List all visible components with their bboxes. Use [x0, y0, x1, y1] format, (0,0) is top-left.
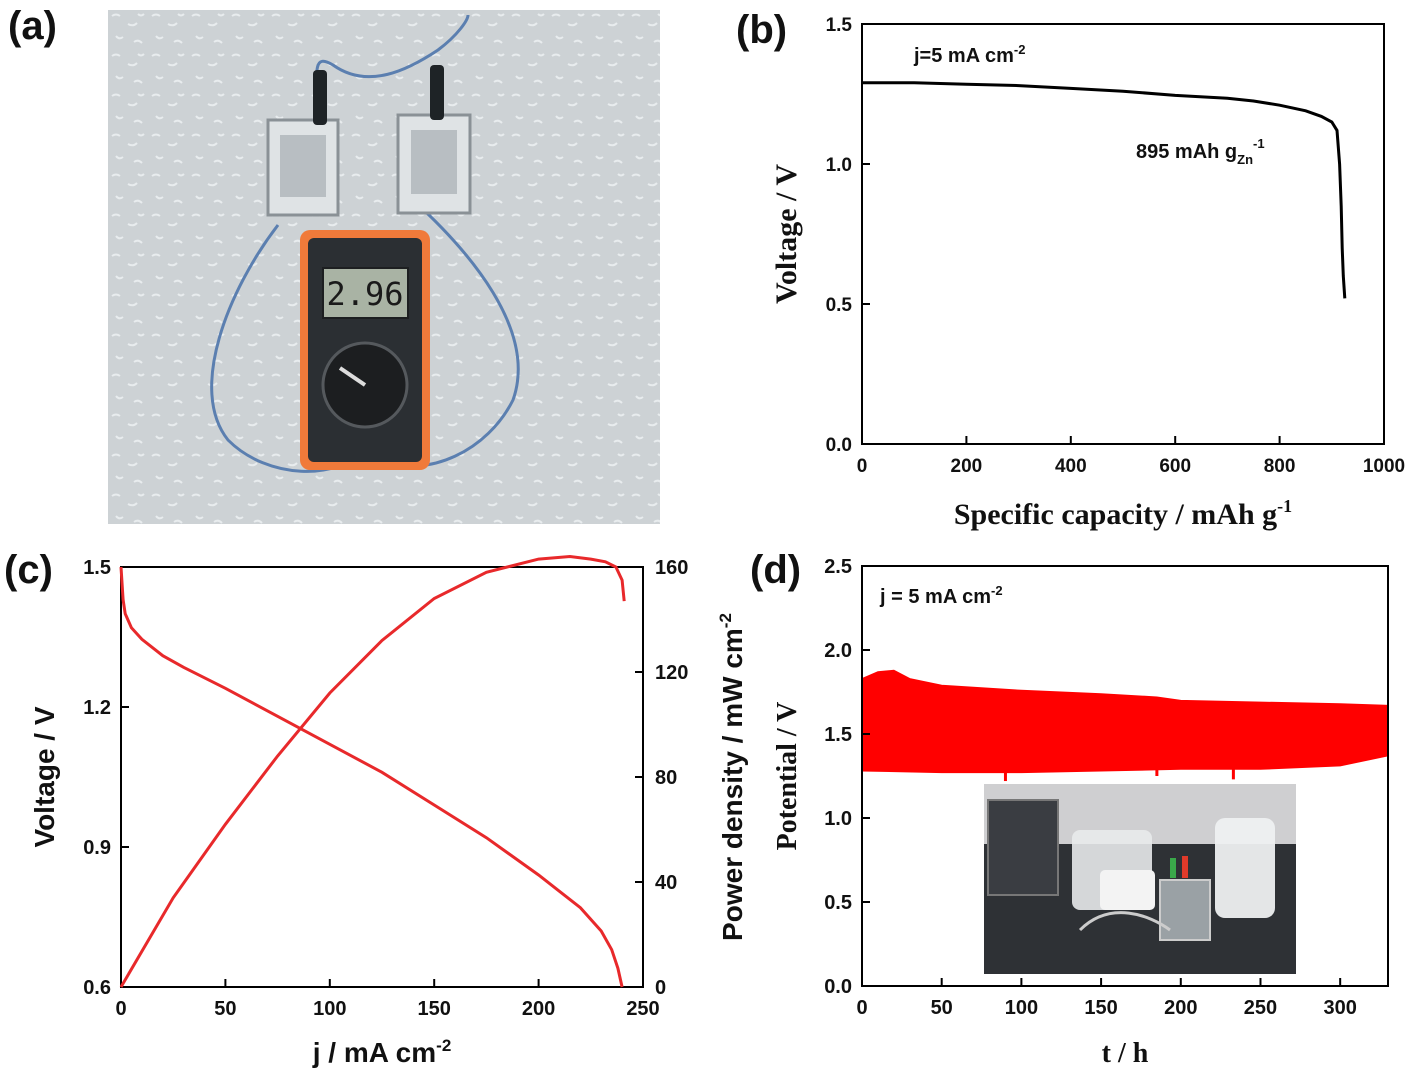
battery-multimeter-photo: 2.96 [108, 10, 660, 524]
wire-right [377, 198, 520, 468]
y-tick-label: 0.5 [826, 295, 853, 316]
y-tick-label: 2.5 [824, 556, 852, 578]
chart-c-y2label: Power density / mW cm-2 [716, 613, 748, 941]
y-tick-label: 0.0 [826, 435, 852, 456]
x-tick-label: 50 [931, 997, 953, 1019]
inset-instrument [987, 799, 1059, 896]
chart-c-ticks: 0 50 100 150 200 250 0.6 0.9 1.2 1.5 0 40 80 120 160 [83, 557, 688, 1020]
panel-label-c: (c) [4, 548, 53, 592]
chart-d-annotation-current: j = 5 mA cm-2 [879, 583, 1003, 608]
chart-d-xlabel: t / h [1102, 1038, 1149, 1069]
multimeter: 2.96 [300, 230, 430, 470]
y2-tick-label: 40 [655, 872, 677, 894]
x-tick-label: 200 [1164, 997, 1197, 1019]
inset-pump [1100, 870, 1155, 910]
x-tick-label: 1000 [1363, 456, 1405, 477]
x-tick-label: 50 [214, 998, 236, 1020]
multimeter-display [322, 267, 409, 319]
inset-cell [1159, 879, 1211, 941]
chart-c-xlabel: j / mA cm-2 [312, 1036, 452, 1068]
y-tick-label: 1.5 [83, 557, 111, 579]
panel-label-a: (a) [8, 4, 57, 48]
y-tick-label: 1.5 [826, 15, 853, 36]
y2-tick-label: 120 [655, 662, 688, 684]
y2-tick-label: 80 [655, 767, 677, 789]
chart-d-ylabel: Potential / V [772, 702, 803, 851]
y-tick-label: 1.2 [83, 697, 111, 719]
cell-right [396, 65, 472, 215]
x-tick-label: 800 [1264, 456, 1296, 477]
y2-tick-label: 0 [655, 977, 666, 999]
y-tick-label: 1.0 [826, 155, 852, 176]
chart-d-ticks: 0 50 100 150 200 250 300 0.0 0.5 1.0 1.5 2.0 2.5 [824, 556, 1357, 1019]
x-tick-label: 250 [626, 998, 659, 1020]
y-tick-label: 0.0 [824, 976, 852, 998]
x-tick-label: 100 [1005, 997, 1038, 1019]
chart-b-plot-frame [861, 23, 1385, 445]
y-tick-label: 1.5 [824, 724, 852, 746]
x-tick-label: 250 [1244, 997, 1277, 1019]
x-tick-label: 300 [1323, 997, 1356, 1019]
chart-d-spikes [1003, 767, 1235, 782]
x-tick-label: 0 [856, 997, 867, 1019]
chart-c-voltage-curve [119, 566, 624, 988]
chart-d-cycling-band [861, 669, 1389, 774]
y-tick-label: 1.0 [824, 808, 852, 830]
chart-b-ticks: 0 200 400 600 800 1000 0.0 0.5 1.0 1.5 [826, 15, 1406, 477]
y2-tick-label: 160 [655, 557, 688, 579]
chart-c-power-curve [119, 554, 626, 988]
y-tick-label: 0.9 [83, 837, 111, 859]
y-tick-label: 0.5 [824, 892, 852, 914]
panel-label-b: (b) [736, 8, 788, 52]
x-tick-label: 0 [857, 456, 868, 477]
x-tick-label: 150 [1084, 997, 1117, 1019]
y-tick-label: 0.6 [83, 977, 111, 999]
chart-b-ylabel: Voltage / V [770, 164, 803, 304]
x-tick-label: 600 [1159, 456, 1191, 477]
chart-b-discharge-curve [862, 81, 1347, 299]
chart-d-inset-photo [984, 784, 1296, 974]
chart-c-ylabel: Voltage / V [29, 706, 60, 847]
x-tick-label: 0 [115, 998, 126, 1020]
x-tick-label: 400 [1055, 456, 1087, 477]
chart-b-annotation-capacity: 895 mAh gZn-1 [1136, 136, 1265, 167]
chart-d-plot-frame [861, 565, 1389, 987]
cell-left [266, 70, 340, 217]
x-tick-label: 150 [418, 998, 451, 1020]
x-tick-label: 100 [313, 998, 346, 1020]
x-tick-label: 200 [522, 998, 555, 1020]
inset-bottle-right [1215, 818, 1275, 918]
chart-b-xlabel: Specific capacity / mAh g-1 [954, 496, 1292, 531]
multimeter-reading: 2.96 [326, 275, 403, 313]
photo-illustration: 2.96 [108, 10, 660, 524]
y-tick-label: 2.0 [824, 640, 852, 662]
panel-label-d: (d) [750, 548, 802, 592]
x-tick-label: 200 [951, 456, 983, 477]
chart-b-annotation-current: j=5 mA cm-2 [913, 42, 1025, 67]
